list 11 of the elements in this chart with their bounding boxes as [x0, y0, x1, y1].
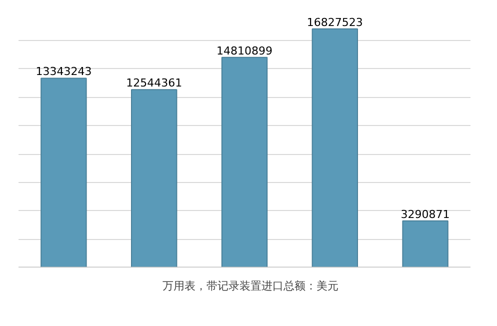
bar [221, 56, 268, 268]
bar [40, 78, 87, 268]
data-label: 13343243 [36, 65, 92, 78]
bar [131, 89, 178, 268]
data-label: 12544361 [126, 76, 182, 90]
bar [402, 220, 448, 268]
data-label: 3290871 [400, 208, 450, 221]
data-label: 16827523 [306, 16, 363, 29]
series-label: 万用表，带记录装置进口总额：美元 [162, 278, 338, 294]
bar [312, 28, 358, 268]
data-label: 14810899 [216, 44, 273, 58]
